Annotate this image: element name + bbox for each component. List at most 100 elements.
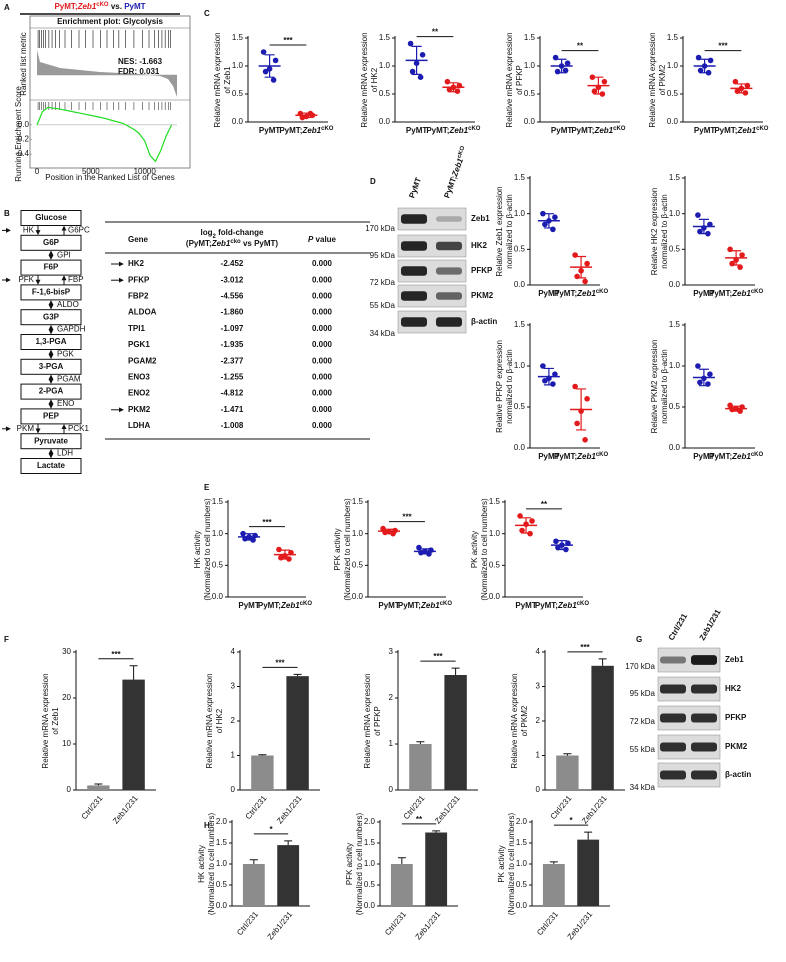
y-tick-label: 0.0 [524,117,536,126]
table-header-part: (PyMT; [186,239,212,248]
data-point [444,78,451,85]
data-point [407,40,414,47]
y-axis-label: (Normalized to cell numbers) [343,498,352,601]
pathway-node [20,259,82,276]
pathway-node-label: Lactate [37,461,66,470]
y-tick-label: 0.0 [216,901,228,910]
y-tick-label: 0.0 [669,443,681,452]
x-tick-label-part: PyMT; [709,289,732,298]
lane-label-part: cKO [456,145,466,159]
data-point [542,377,548,384]
band-label: PFKP [471,266,493,275]
error-bar [293,673,302,677]
table-cell: 0.000 [312,373,333,382]
data-point [582,278,588,285]
table-cell: -1.860 [221,308,244,317]
y-axis-label: normalized to β-actin [505,349,514,423]
marker-label: 170 kDa [625,662,655,671]
gsea-header: PyMT;Zeb1cKO vs. PyMT [54,2,145,12]
pathway-node-label: 1,3-PGA [35,337,66,346]
y-tick-label: 0.5 [489,560,501,569]
ranked-metric [37,50,177,97]
sd-bar [731,250,742,266]
enzyme-label: ENO [57,399,74,408]
data-point [589,74,596,80]
y-axis-label: of HK2 [370,67,379,92]
y-tick-label: 1 [231,751,236,760]
y-tick-label: 0.5 [514,244,526,253]
x-tick-label: 0 [35,167,40,176]
table-header-part: cko [230,239,241,245]
x-tick-label-part: PyMT; [554,452,577,461]
data-point [591,88,598,94]
panel-label: E [204,483,210,492]
data-point [270,77,277,83]
y-axis-label: normalized to β-actin [660,194,669,268]
significance: ** [577,42,584,51]
sd-bar [698,368,709,387]
y-tick-label: 1.5 [352,497,364,506]
y-tick-label: 0.0 [379,117,391,126]
y-axis-label: Relative mRNA expression [41,673,50,768]
y-tick-label: 1.0 [669,361,681,370]
table-header: log2 fold-change [201,228,264,239]
y-tick-label: 0.0 [516,901,528,910]
y-tick-label: 1.5 [516,838,528,847]
table-cell: 0.000 [312,292,333,301]
y-tick-label: 0.5 [667,89,679,98]
y-axis-label: Relative mRNA expression [505,32,514,127]
x-tick-label: PyMT [259,126,280,135]
y-tick-label: 2 [536,716,541,725]
data-point [276,546,282,553]
table-cell: -1.471 [221,405,244,414]
y-tick-label: 1.5 [379,33,391,42]
table-cell: -4.556 [221,292,244,301]
blot-band [401,214,427,224]
data-point [584,396,590,402]
band-label: Zeb1 [725,655,744,664]
table-cell: -1.255 [221,373,244,382]
significance: ** [416,815,423,824]
error-bar [284,840,293,846]
error-bar [598,658,607,666]
table-header: Gene [128,235,149,244]
blot-band [401,317,427,327]
data-point [552,214,558,221]
blot-strip [397,310,467,334]
table-header-part: fold-change [216,228,264,237]
table-cell: TPI1 [128,324,145,333]
error-bar [451,667,460,675]
y-axis-label: (Normalized to cell numbers) [203,498,212,601]
gsea-header-part: PyMT [124,2,145,11]
y-axis-label: Relative mRNA expression [363,673,372,768]
band-label: PKM2 [471,291,494,300]
error-bar [249,859,258,864]
y-tick-label: 0.5 [212,560,224,569]
y-axis-label: HK activity [197,845,206,883]
y-axis-label: normalized to β-actin [660,349,669,423]
data-point [697,379,703,386]
sd-bar [384,528,395,534]
y-tick-label: 20 [62,693,71,702]
pathway-node [20,433,82,450]
gsea-title: Enrichment plot: Glycolysis [57,17,163,26]
table-header-part: vs PyMT) [241,239,279,248]
pathway-node-label: G6P [43,238,60,247]
error-bar [397,857,406,864]
sd-bar [521,517,532,534]
y-tick-label: 0.5 [524,89,536,98]
y-tick-label: 2.0 [516,817,528,826]
y-axis-label: of HK2 [215,708,224,733]
table-header-part: P [308,235,314,244]
table-cell: FBP2 [128,292,149,301]
significance: *** [275,659,285,668]
y-tick-label: 10 [62,739,71,748]
table-cell: 0.000 [312,259,333,268]
y-tick-label: 1.0 [352,529,364,538]
pathway-node-label: Glucose [35,213,67,222]
y-tick-label: 1.5 [364,838,376,847]
x-tick-label-part: cKO [440,601,453,607]
x-tick-label: PyMT;Zeb1cKO [398,601,452,611]
y-axis-label: (Normalized to cell numbers) [480,498,489,601]
bar [425,832,448,906]
